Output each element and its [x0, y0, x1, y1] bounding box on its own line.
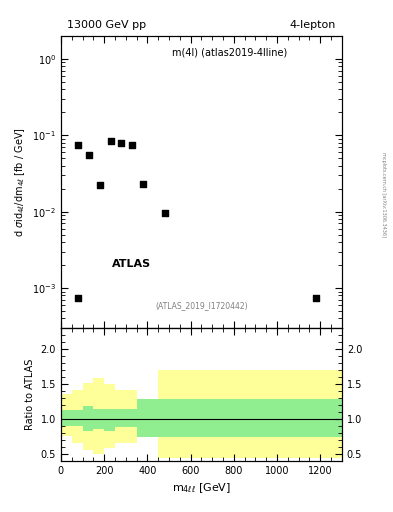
Text: 13000 GeV pp: 13000 GeV pp: [66, 20, 146, 30]
Point: [75, 293, 81, 302]
Text: mcplots.cern.ch [arXiv:1306.3436]: mcplots.cern.ch [arXiv:1306.3436]: [381, 152, 386, 237]
Text: ATLAS: ATLAS: [112, 259, 151, 269]
Y-axis label: d $\sigma$id$_{4\ell}$/dm$_{4\ell}$ [fb / GeV]: d $\sigma$id$_{4\ell}$/dm$_{4\ell}$ [fb …: [13, 127, 26, 237]
Point: [86, 151, 92, 159]
Text: m(4l) (atlas2019-4lline): m(4l) (atlas2019-4lline): [172, 48, 287, 57]
Point: [118, 139, 125, 147]
Point: [140, 180, 146, 188]
Point: [129, 141, 135, 149]
Point: [75, 141, 81, 149]
Y-axis label: Ratio to ATLAS: Ratio to ATLAS: [25, 359, 35, 430]
Point: [108, 137, 114, 145]
Point: [313, 293, 319, 302]
Point: [162, 209, 168, 218]
Text: (ATLAS_2019_I1720442): (ATLAS_2019_I1720442): [155, 302, 248, 310]
X-axis label: m$_{4\ell\ell}$ [GeV]: m$_{4\ell\ell}$ [GeV]: [172, 481, 231, 495]
Text: 4-lepton: 4-lepton: [290, 20, 336, 30]
Point: [97, 181, 103, 189]
